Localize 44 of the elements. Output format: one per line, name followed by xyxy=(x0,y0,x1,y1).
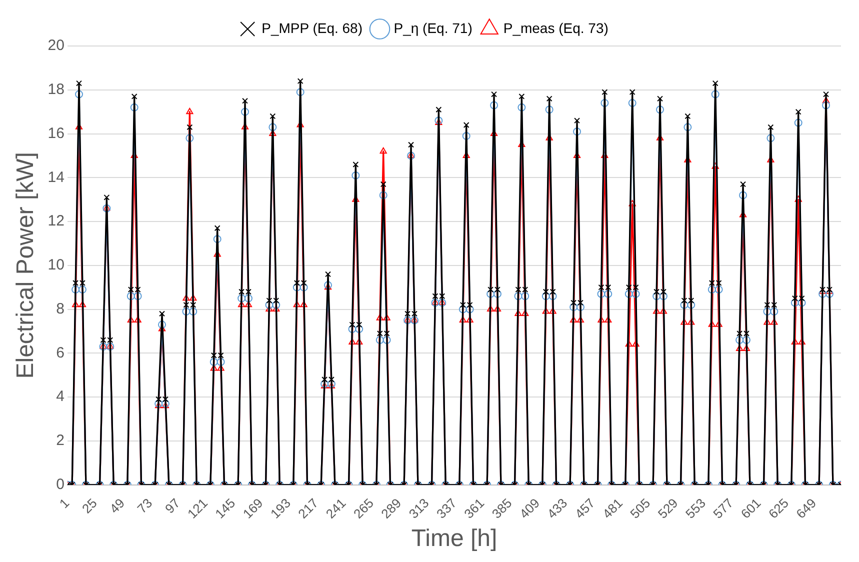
y-tick-label: 4 xyxy=(56,388,64,406)
x-tick-label: 433 xyxy=(544,495,570,522)
y-tick-label: 2 xyxy=(56,432,64,450)
x-tick-label: 313 xyxy=(406,495,432,522)
y-tick-label: 16 xyxy=(48,124,64,142)
x-tick-label: 97 xyxy=(162,495,183,516)
y-tick-label: 10 xyxy=(48,256,64,274)
x-tick-label: 265 xyxy=(350,495,376,522)
y-tick-label: 14 xyxy=(48,168,64,186)
x-tick-label: 337 xyxy=(434,495,460,522)
x-tick-label: 409 xyxy=(516,495,542,522)
y-tick-label: 20 xyxy=(48,37,64,54)
x-tick-label: 289 xyxy=(378,495,404,522)
x-tick-label: 505 xyxy=(627,495,654,522)
x-tick-label: 553 xyxy=(682,495,708,522)
x-tick-label: 577 xyxy=(710,495,736,522)
x-tick-label: 1 xyxy=(56,495,72,512)
y-tick-label: 0 xyxy=(56,476,64,493)
x-tick-label: 169 xyxy=(240,495,266,522)
y-axis-title: Electrical Power [kW] xyxy=(12,152,40,379)
y-tick-label: 12 xyxy=(48,212,64,230)
x-tick-label: 385 xyxy=(488,495,515,522)
x-tick-label: 625 xyxy=(766,495,792,522)
legend-label: P_η (Eq. 71) xyxy=(394,20,472,36)
y-tick-label: 6 xyxy=(56,344,64,362)
x-tick-label: 73 xyxy=(134,495,156,516)
x-tick-label: 649 xyxy=(793,495,820,522)
x-tick-label: 529 xyxy=(654,495,681,522)
x-tick-label: 361 xyxy=(461,495,488,522)
x-tick-label: 49 xyxy=(106,495,128,516)
legend-label: P_MPP (Eq. 68) xyxy=(262,20,363,36)
y-tick-label: 8 xyxy=(56,300,64,318)
x-tick-label: 481 xyxy=(600,495,626,522)
x-tick-label: 193 xyxy=(268,495,294,522)
x-tick-label: 241 xyxy=(322,495,349,522)
x-tick-label: 601 xyxy=(738,495,764,522)
legend-label: P_meas (Eq. 73) xyxy=(503,20,608,36)
x-tick-label: 217 xyxy=(295,495,322,522)
x-tick-label: 145 xyxy=(212,495,238,522)
y-tick-label: 18 xyxy=(48,81,64,98)
x-tick-label: 457 xyxy=(572,495,598,522)
x-tick-label: 25 xyxy=(78,495,100,516)
x-axis-title: Time [h] xyxy=(411,525,498,552)
x-tick-label: 121 xyxy=(184,495,210,522)
